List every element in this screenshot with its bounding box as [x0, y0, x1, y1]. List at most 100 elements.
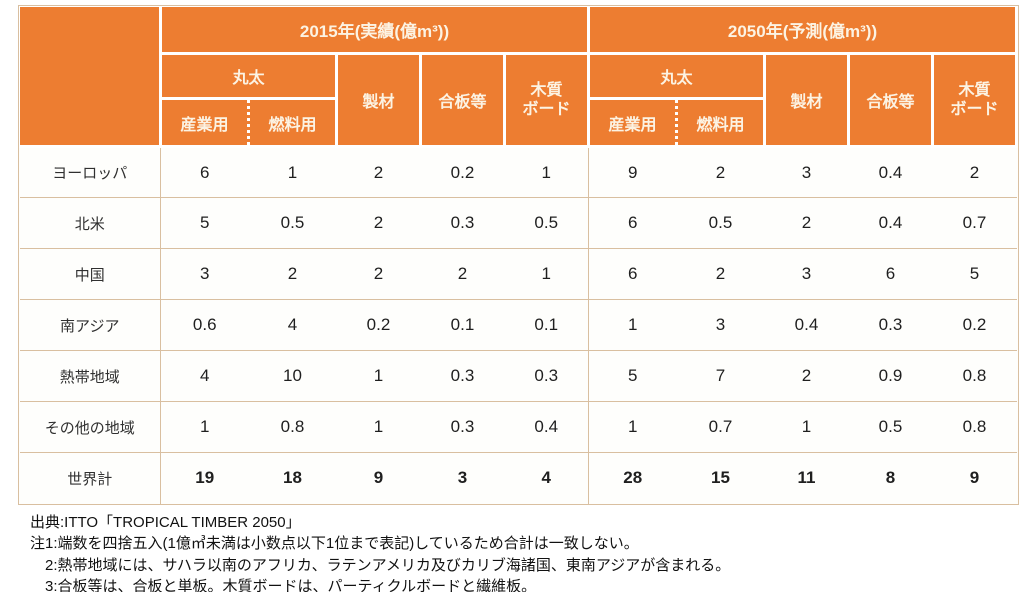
header-2015-sawnwood: 製材: [335, 52, 422, 148]
table-cell: 0.5: [676, 197, 765, 249]
table-cell: 0.2: [336, 299, 421, 351]
header-2050-sawnwood: 製材: [763, 52, 850, 148]
table-cell: 0.7: [932, 197, 1017, 249]
table-cell: 1: [336, 401, 421, 453]
header-2015-industrial: 産業用: [159, 97, 250, 148]
header-2050-industrial: 産業用: [587, 97, 678, 148]
source-line: 出典:ITTO「TROPICAL TIMBER 2050」: [30, 514, 301, 531]
table-cell: 0.3: [848, 299, 933, 351]
table-cell: 1: [248, 146, 337, 198]
row-label: 北米: [19, 197, 161, 249]
note-line-2: 2:熱帯地域には、サハラ以南のアフリカ、ラテンアメリカ及びカリブ海諸国、東南アジ…: [45, 556, 731, 574]
header-2015-fuel: 燃料用: [247, 97, 338, 148]
table-row-europe: ヨーロッパ 6 1 2 0.2 1 9 2 3 0.4 2: [19, 146, 1017, 198]
table-cell: 2: [764, 197, 849, 249]
note-line-1: 注1:端数を四捨五入(1億㎥未満は小数点以下1位まで表記)しているため合計は一致…: [30, 535, 639, 553]
table-cell: 2: [336, 146, 421, 198]
table-cell: 1: [588, 299, 677, 351]
table-cell: 0.9: [848, 350, 933, 402]
table-row-other-regions: その他の地域 1 0.8 1 0.3 0.4 1 0.7 1 0.5 0.8: [19, 401, 1017, 453]
header-2015-plywood: 合板等: [419, 52, 506, 148]
timber-table: 2015年(実績(億m³)) 2050年(予測(億m³)) 丸太 製材 合板等 …: [19, 6, 1018, 504]
row-label: 世界計: [19, 452, 161, 504]
table-cell: 3: [160, 248, 249, 300]
header-2050-woodboard: 木質 ボード: [931, 52, 1018, 148]
corner-cell: [19, 6, 162, 148]
table-cell: 2: [764, 350, 849, 402]
table-cell: 3: [764, 248, 849, 300]
header-row-use: 産業用 燃料用 産業用 燃料用: [20, 97, 1017, 148]
table-cell: 0.3: [420, 197, 505, 249]
table-cell: 0.4: [764, 299, 849, 351]
row-label: 中国: [19, 248, 161, 300]
table-cell: 9: [588, 146, 677, 198]
table-cell: 1: [504, 146, 589, 198]
table-cell: 1: [764, 401, 849, 453]
row-label: ヨーロッパ: [19, 146, 161, 198]
table-cell: 18: [248, 452, 337, 504]
table-cell: 0.2: [420, 146, 505, 198]
table-cell: 4: [248, 299, 337, 351]
table-cell: 2: [336, 248, 421, 300]
header-2050-logs: 丸太: [587, 52, 766, 100]
table-cell: 28: [588, 452, 677, 504]
table-cell: 9: [932, 452, 1017, 504]
header-2015-title: 2015年(実績(億m³)): [159, 6, 590, 55]
table-cell: 0.7: [676, 401, 765, 453]
table-cell: 1: [504, 248, 589, 300]
header-2015-woodboard: 木質 ボード: [503, 52, 590, 148]
table-cell: 0.3: [504, 350, 589, 402]
table-cell: 0.1: [504, 299, 589, 351]
table-cell: 2: [248, 248, 337, 300]
table-cell: 1: [336, 350, 421, 402]
header-2050-title: 2050年(予測(億m³)): [587, 6, 1018, 55]
table-cell: 1: [160, 401, 249, 453]
table-cell: 0.4: [848, 146, 933, 198]
table-cell: 2: [932, 146, 1017, 198]
table-cell: 11: [764, 452, 849, 504]
header-row-products: 丸太 製材 合板等 木質 ボード 丸太 製材 合板等 木質 ボード: [20, 52, 1018, 148]
table-cell: 2: [336, 197, 421, 249]
table-cell: 5: [588, 350, 677, 402]
table-cell: 3: [420, 452, 505, 504]
header-2050-fuel: 燃料用: [675, 97, 766, 148]
table-cell: 0.5: [848, 401, 933, 453]
table-cell: 0.5: [504, 197, 589, 249]
table-cell: 10: [248, 350, 337, 402]
table-cell: 3: [676, 299, 765, 351]
table-cell: 6: [848, 248, 933, 300]
table-cell: 2: [420, 248, 505, 300]
note-line-3: 3:合板等は、合板と単板。木質ボードは、パーティクルボードと繊維板。: [45, 577, 537, 592]
table-cell: 9: [336, 452, 421, 504]
table-cell: 0.3: [420, 350, 505, 402]
table-cell: 2: [676, 146, 765, 198]
table-cell: 6: [160, 146, 249, 198]
table-row-south-asia: 南アジア 0.6 4 0.2 0.1 0.1 1 3 0.4 0.3 0.2: [19, 299, 1017, 351]
table-cell: 1: [588, 401, 677, 453]
table-cell: 0.8: [248, 401, 337, 453]
table-cell: 8: [848, 452, 933, 504]
table-row-tropics: 熱帯地域 4 10 1 0.3 0.3 5 7 2 0.9 0.8: [19, 350, 1017, 402]
table-cell: 0.3: [420, 401, 505, 453]
table-cell: 6: [588, 248, 677, 300]
table-cell: 0.8: [932, 401, 1017, 453]
table-cell: 0.8: [932, 350, 1017, 402]
timber-table-wrap: 2015年(実績(億m³)) 2050年(予測(億m³)) 丸太 製材 合板等 …: [18, 5, 1019, 505]
row-label: 熱帯地域: [19, 350, 161, 402]
table-cell: 0.1: [420, 299, 505, 351]
table-cell: 15: [676, 452, 765, 504]
header-2050-plywood: 合板等: [847, 52, 934, 148]
header-2015-logs: 丸太: [159, 52, 338, 100]
table-cell: 2: [676, 248, 765, 300]
table-cell: 0.4: [848, 197, 933, 249]
table-cell: 3: [764, 146, 849, 198]
table-cell: 19: [160, 452, 249, 504]
table-cell: 4: [504, 452, 589, 504]
footnotes: 出典:ITTO「TROPICAL TIMBER 2050」 注1:端数を四捨五入…: [30, 512, 730, 592]
row-label: 南アジア: [19, 299, 161, 351]
table-cell: 7: [676, 350, 765, 402]
table-cell: 0.6: [160, 299, 249, 351]
table-cell: 0.4: [504, 401, 589, 453]
table-cell: 0.5: [248, 197, 337, 249]
header-row-year: 2015年(実績(億m³)) 2050年(予測(億m³)): [19, 6, 1018, 148]
